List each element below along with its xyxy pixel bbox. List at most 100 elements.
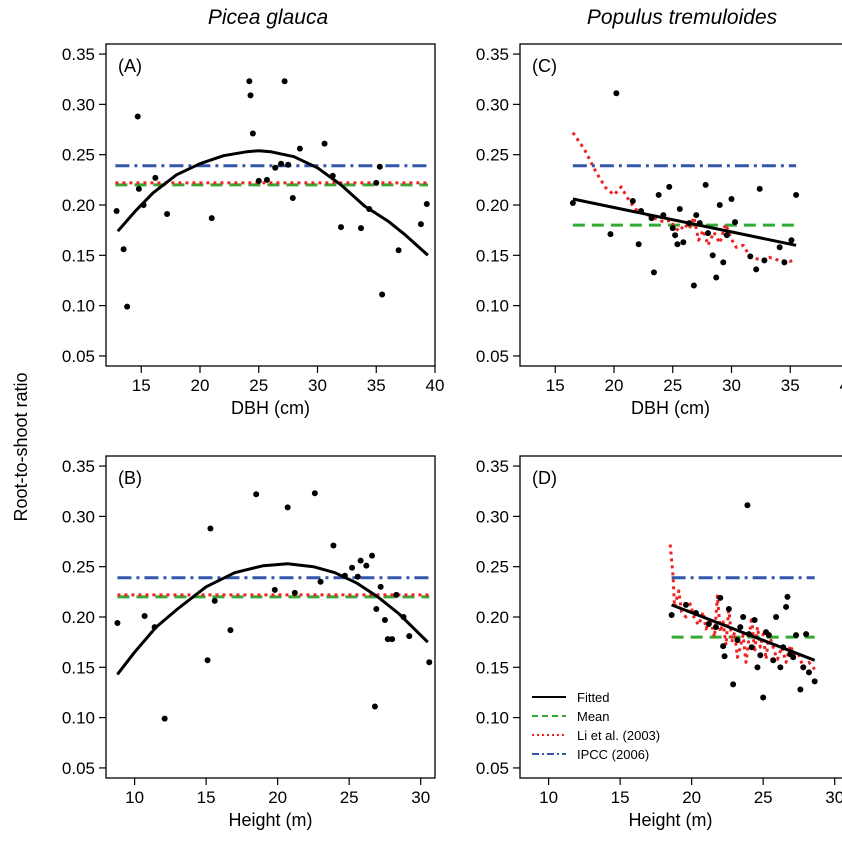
panel-a-data-point bbox=[272, 164, 279, 171]
panel-b-ytick-label: 0.10 bbox=[62, 709, 95, 728]
panel-c-data-point bbox=[686, 220, 693, 227]
panel-b-data-point bbox=[349, 564, 356, 571]
panel-d-ytick-label: 0.15 bbox=[476, 658, 509, 677]
panel-c-data-point bbox=[660, 212, 667, 219]
panel-c-data-point bbox=[569, 199, 576, 206]
panel-c-data-point bbox=[716, 202, 723, 208]
panel-a-data-point bbox=[249, 130, 256, 137]
panel-d-data-point bbox=[760, 694, 767, 701]
panel-a-data-point bbox=[285, 161, 292, 168]
panel-a-data-point bbox=[281, 78, 288, 85]
panel-b-data-point bbox=[393, 591, 400, 598]
panel-c-data-point bbox=[761, 257, 768, 264]
panel-c-data-point bbox=[747, 253, 754, 260]
legend-label-li2003: Li et al. (2003) bbox=[577, 728, 660, 743]
panel-d-data-point bbox=[780, 644, 787, 651]
panel-d-data-point bbox=[712, 624, 719, 631]
panel-a-data-point bbox=[423, 200, 430, 207]
panel-d-data-point bbox=[773, 614, 780, 620]
panel-c-data-point bbox=[793, 191, 800, 198]
panel-c-data-point bbox=[669, 225, 676, 232]
panel-b-data-point bbox=[426, 659, 433, 666]
panel-c-data-point bbox=[776, 244, 783, 251]
panel-d-series bbox=[668, 502, 818, 701]
panel-a-data-point bbox=[164, 211, 171, 218]
panel-c-data-point bbox=[648, 215, 655, 222]
panel-a-label: (A) bbox=[118, 56, 142, 76]
panel-d-data-point bbox=[737, 624, 744, 631]
panel-d-x-axis-label: Height (m) bbox=[628, 810, 712, 830]
panel-b-ytick-label: 0.30 bbox=[62, 507, 95, 526]
panel-a-series bbox=[113, 78, 430, 310]
panel-c-ytick-label: 0.05 bbox=[476, 347, 509, 366]
panel-d-xtick-label: 10 bbox=[539, 788, 558, 807]
panel-a-data-point bbox=[140, 202, 147, 208]
panel-b-xtick-label: 25 bbox=[340, 788, 359, 807]
panel-b-xtick-label: 15 bbox=[197, 788, 216, 807]
panel-d-data-point bbox=[725, 605, 732, 612]
panel-c-data-point bbox=[709, 252, 716, 259]
panel-a-ytick-label: 0.05 bbox=[62, 347, 95, 366]
panel-a-data-point bbox=[255, 177, 262, 184]
panel-a-data-point bbox=[135, 185, 142, 192]
panel-a-xtick-label: 15 bbox=[132, 376, 151, 395]
panel-b-data-point bbox=[151, 624, 158, 631]
panel-b-data-point bbox=[291, 589, 298, 596]
panel-d-data-point bbox=[668, 611, 675, 618]
panel-b-data-point bbox=[363, 562, 370, 569]
panel-b-data-point bbox=[204, 657, 211, 664]
panel-a: 0.05 0.10 0.15 0.20 0.25 0.30 0.35 15 20 25 30 35 40… bbox=[62, 43, 445, 418]
panel-d-data-point bbox=[745, 631, 752, 638]
panel-d-label: (D) bbox=[532, 468, 557, 488]
panel-c-xtick-label: 40 bbox=[840, 376, 842, 395]
panel-b-data-point bbox=[341, 572, 348, 579]
panel-d-data-point bbox=[790, 654, 797, 661]
panel-d-xtick-label: 15 bbox=[611, 788, 630, 807]
panel-a-data-point bbox=[321, 140, 328, 147]
panel-b-data-point bbox=[253, 491, 260, 498]
panel-a-ytick-label: 0.35 bbox=[62, 45, 95, 64]
panel-a-ytick-label: 0.10 bbox=[62, 297, 95, 316]
panel-b-data-point bbox=[284, 504, 291, 511]
panel-b-xtick-label: 20 bbox=[268, 788, 287, 807]
panel-c-ytick-label: 0.35 bbox=[476, 45, 509, 64]
panel-a-data-point bbox=[338, 224, 344, 231]
panel-d-ytick-label: 0.25 bbox=[476, 558, 509, 577]
panel-c-data-point bbox=[690, 282, 697, 289]
panel-c-data-point bbox=[676, 206, 683, 213]
panel-d-data-point bbox=[751, 617, 758, 624]
panel-d-data-point bbox=[754, 664, 761, 671]
panel-b-data-point bbox=[207, 525, 214, 532]
panel-c-data-point bbox=[674, 241, 681, 248]
panel-a-xtick-label: 35 bbox=[367, 376, 386, 395]
panel-c-ytick-label: 0.20 bbox=[476, 196, 509, 215]
panel-b-data-point bbox=[330, 542, 337, 549]
panel-b-data-point bbox=[317, 578, 324, 585]
panel-a-xtick-label: 40 bbox=[426, 376, 445, 395]
panel-c-frame bbox=[519, 43, 842, 367]
panel-a-data-point bbox=[278, 160, 285, 167]
panel-a-data-point bbox=[263, 176, 270, 183]
panel-c-data-point bbox=[702, 181, 709, 188]
panel-d-data-point bbox=[717, 594, 724, 601]
panel-b-label: (B) bbox=[118, 468, 142, 488]
panel-d-ytick-label: 0.10 bbox=[476, 709, 509, 728]
panel-a-fitted-line bbox=[116, 149, 429, 257]
panel-c-x-axis-label: DBH (cm) bbox=[631, 398, 710, 418]
panel-b-x-axis-label: Height (m) bbox=[228, 810, 312, 830]
panel-d-data-point bbox=[734, 637, 741, 644]
panel-c-ytick-label: 0.15 bbox=[476, 246, 509, 265]
column-title-picea: Picea glauca bbox=[208, 6, 328, 29]
panel-d-xtick-label: 30 bbox=[825, 788, 842, 807]
panel-a-data-point bbox=[247, 92, 254, 99]
panel-a-data-point bbox=[373, 179, 380, 186]
panel-a-data-point bbox=[366, 206, 373, 213]
panel-a-data-point bbox=[357, 225, 364, 232]
panel-b-data-point bbox=[381, 617, 388, 624]
panel-b-ytick-label: 0.15 bbox=[62, 658, 95, 677]
panel-c-data-point bbox=[613, 90, 620, 97]
panel-c-data-point bbox=[728, 195, 735, 202]
panel-d-data-point bbox=[730, 681, 737, 688]
panel-c-ytick-label: 0.25 bbox=[476, 146, 509, 165]
